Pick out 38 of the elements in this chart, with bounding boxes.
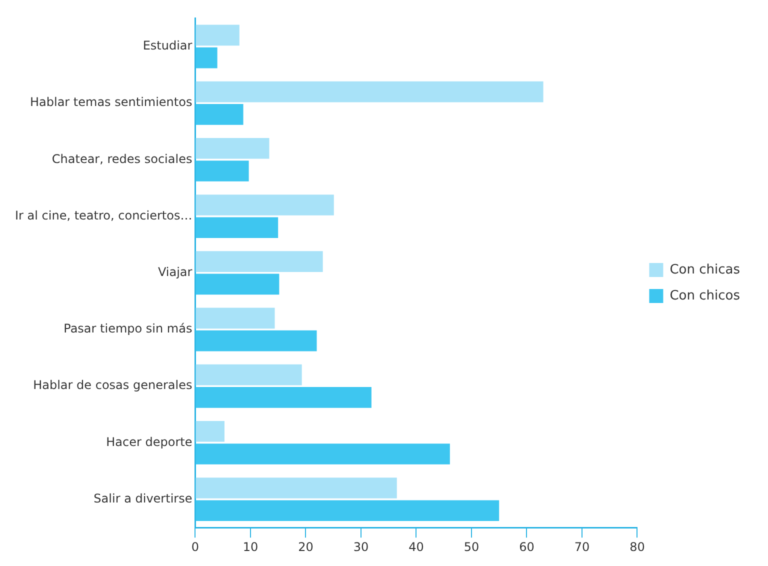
bar [196,81,544,102]
bar [196,274,280,295]
x-tick-label: 80 [630,540,645,554]
y-tick-label: Viajar [158,265,192,280]
legend-label: Con chicas [670,262,740,278]
x-tick-label: 60 [519,540,534,554]
x-tick-label: 40 [408,540,424,554]
bar [196,24,240,46]
bar [196,330,317,352]
y-tick-label: Ir al cine, teatro, conciertos… [15,208,192,222]
bar [196,160,249,182]
bar [196,217,278,238]
x-tick-label: 10 [242,540,258,554]
bar [196,364,302,386]
y-tick-label: Hablar de cosas generales [33,378,192,392]
bar [196,104,244,125]
bar [196,420,224,442]
y-tick-label: Hacer deporte [106,434,192,449]
y-tick-label: Hablar temas sentimientos [30,95,192,110]
x-tick-label: 70 [574,540,590,554]
y-tick-label: Salir a divertirse [94,491,192,506]
x-tick-label: 0 [191,540,200,554]
y-tick-label: Estudiar [142,38,192,53]
y-tick-label: Chatear, redes sociales [52,152,192,166]
x-tick-label: 30 [353,540,369,554]
bar [196,444,450,464]
x-tick-label: 50 [464,540,480,554]
bar [196,138,270,159]
x-tick-label: 20 [298,540,314,554]
bar [196,500,500,522]
y-tick-label: Pasar tiempo sin más [64,322,192,336]
bar [196,194,334,216]
bar [196,47,218,68]
bar [196,251,323,272]
legend-label: Con chicos [670,288,740,304]
bar [196,387,372,408]
bar [196,308,275,329]
bar [196,478,397,498]
